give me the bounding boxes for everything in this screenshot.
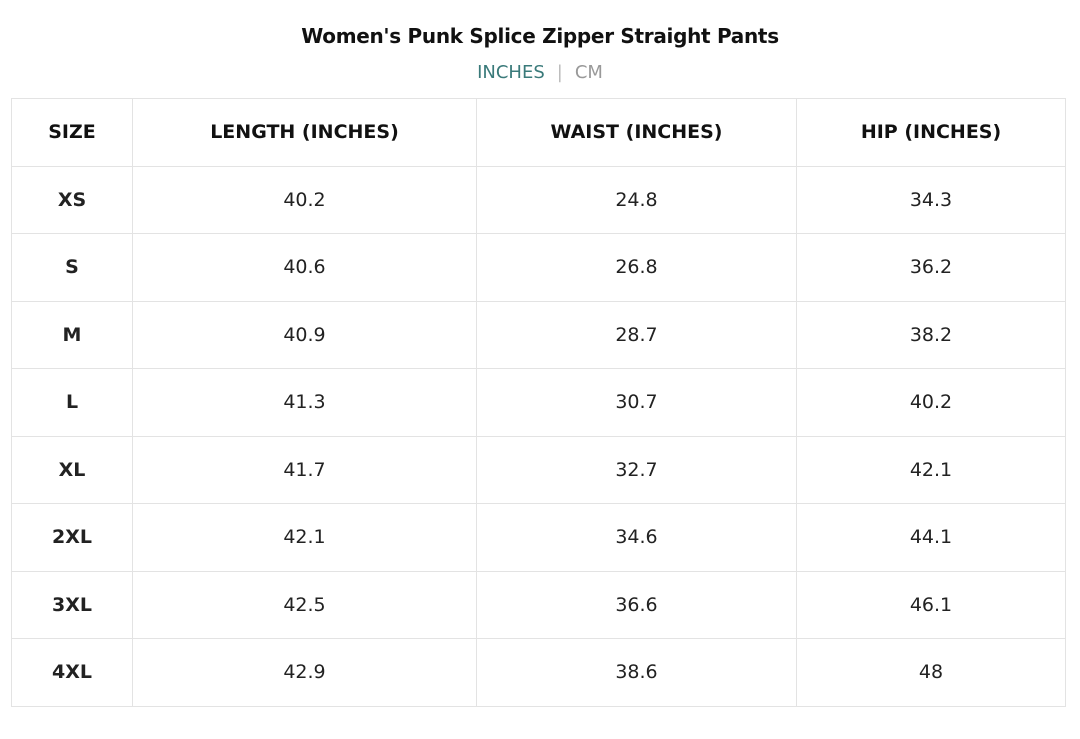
cell-size: 3XL	[11, 570, 133, 639]
cell-length: 42.9	[132, 638, 477, 707]
cell-hip: 44.1	[796, 503, 1066, 572]
column-header-size: SIZE	[11, 98, 133, 167]
cell-size: S	[11, 233, 133, 302]
cell-waist: 36.6	[476, 570, 797, 639]
cell-waist: 38.6	[476, 638, 797, 707]
cell-hip: 40.2	[796, 368, 1066, 437]
cell-length: 41.7	[132, 435, 477, 504]
unit-toggle: INCHES | CM	[0, 62, 1080, 83]
column-header-waist: WAIST (INCHES)	[476, 98, 797, 167]
column-header-hip: HIP (INCHES)	[796, 98, 1066, 167]
cell-size: M	[11, 300, 133, 369]
cell-hip: 36.2	[796, 233, 1066, 302]
cell-waist: 24.8	[476, 165, 797, 234]
table-row: 3XL 42.5 36.6 46.1	[11, 570, 1066, 639]
cell-size: L	[11, 368, 133, 437]
cell-size: XL	[11, 435, 133, 504]
unit-cm-button[interactable]: CM	[574, 62, 603, 83]
cell-hip: 34.3	[796, 165, 1066, 234]
cell-size: 4XL	[11, 638, 133, 707]
table-row: L 41.3 30.7 40.2	[11, 368, 1066, 437]
cell-waist: 30.7	[476, 368, 797, 437]
cell-waist: 26.8	[476, 233, 797, 302]
cell-length: 41.3	[132, 368, 477, 437]
cell-size: XS	[11, 165, 133, 234]
cell-hip: 48	[796, 638, 1066, 707]
unit-inches-button[interactable]: INCHES	[477, 62, 545, 83]
table-row: 4XL 42.9 38.6 48	[11, 638, 1066, 707]
cell-length: 42.5	[132, 570, 477, 639]
cell-hip: 42.1	[796, 435, 1066, 504]
cell-size: 2XL	[11, 503, 133, 572]
cell-length: 42.1	[132, 503, 477, 572]
cell-hip: 38.2	[796, 300, 1066, 369]
size-chart-table: SIZE LENGTH (INCHES) WAIST (INCHES) HIP (IN…	[11, 98, 1066, 707]
cell-hip: 46.1	[796, 570, 1066, 639]
page-title: Women's Punk Splice Zipper Straight Pant…	[301, 24, 779, 48]
table-header-row: SIZE LENGTH (INCHES) WAIST (INCHES) HIP (IN…	[11, 98, 1066, 167]
cell-length: 40.9	[132, 300, 477, 369]
table-row: 2XL 42.1 34.6 44.1	[11, 503, 1066, 572]
table-row: M 40.9 28.7 38.2	[11, 300, 1066, 369]
cell-length: 40.2	[132, 165, 477, 234]
table-row: S 40.6 26.8 36.2	[11, 233, 1066, 302]
cell-waist: 28.7	[476, 300, 797, 369]
column-header-length: LENGTH (INCHES)	[132, 98, 477, 167]
table-row: XS 40.2 24.8 34.3	[11, 165, 1066, 234]
cell-length: 40.6	[132, 233, 477, 302]
table-row: XL 41.7 32.7 42.1	[11, 435, 1066, 504]
unit-separator: |	[556, 62, 563, 83]
cell-waist: 34.6	[476, 503, 797, 572]
cell-waist: 32.7	[476, 435, 797, 504]
